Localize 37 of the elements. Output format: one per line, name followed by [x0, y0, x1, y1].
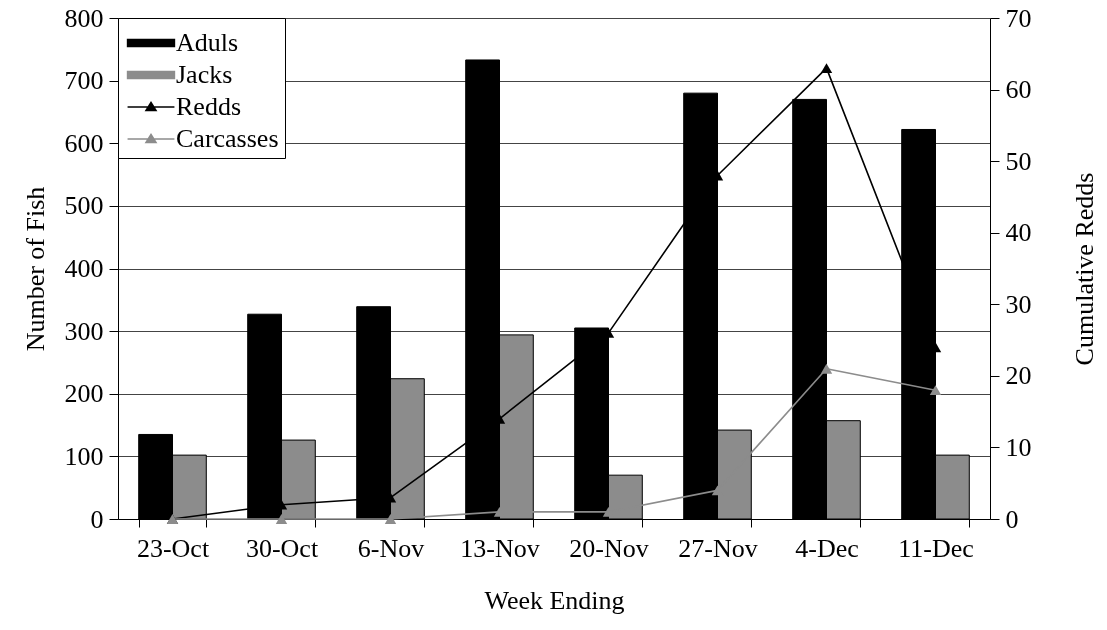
point: [929, 385, 942, 396]
y-tick-label: 0: [90, 504, 104, 534]
x-axis-title: Week Ending: [484, 585, 625, 615]
legend-label: Aduls: [176, 28, 239, 57]
y2-tick-label: 40: [1005, 218, 1032, 248]
y2-tick-label: 10: [1005, 432, 1032, 462]
y-tick-label: 100: [64, 441, 104, 471]
y-tick-label: 800: [64, 3, 104, 33]
y-tick-label: 500: [64, 191, 104, 221]
x-tick-label: 6-Nov: [357, 533, 425, 563]
y-tick-label: 300: [64, 316, 104, 346]
point: [275, 514, 288, 524]
x-tick-label: 20-Nov: [569, 533, 649, 563]
x-tick-label: 11-Dec: [898, 533, 974, 563]
legend-label: Redds: [176, 92, 241, 121]
point: [820, 63, 833, 74]
y-tick-label: 700: [64, 66, 104, 96]
x-tick-label: 13-Nov: [460, 533, 540, 563]
y2-tick-label: 0: [1005, 504, 1019, 534]
y-tick-label: 400: [64, 254, 104, 283]
y2-tick-label: 70: [1005, 3, 1032, 33]
x-tick-label: 27-Nov: [678, 533, 758, 563]
y2-axis-title: Cumulative Redds: [1069, 172, 1099, 366]
y2-tick-label: 20: [1005, 361, 1032, 391]
x-tick-label: 23-Oct: [136, 533, 210, 563]
x-tick-label: 30-Oct: [245, 533, 319, 563]
y2-tick-label: 60: [1005, 75, 1032, 105]
x-tick-label: 4-Dec: [795, 533, 859, 563]
y-tick-label: 600: [64, 128, 104, 158]
y2-tick-label: 50: [1005, 146, 1032, 176]
point: [820, 363, 833, 374]
y2-tick-label: 30: [1005, 289, 1032, 319]
y-axis-title: Number of Fish: [20, 186, 50, 352]
point: [384, 514, 397, 524]
legend-label: Carcasses: [176, 124, 279, 153]
legend-label: Jacks: [176, 60, 233, 89]
y-tick-label: 200: [64, 379, 104, 409]
